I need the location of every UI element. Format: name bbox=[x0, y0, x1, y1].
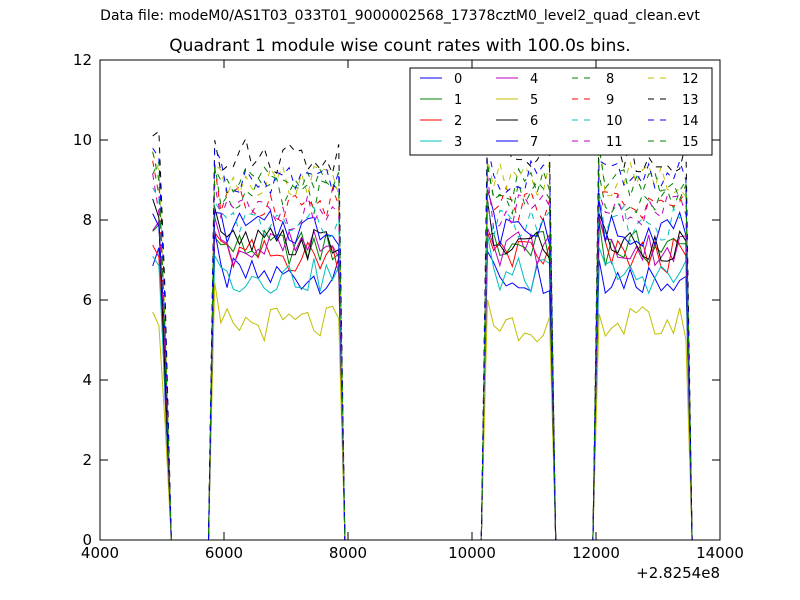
legend-label-4: 4 bbox=[530, 72, 538, 87]
legend-label-6: 6 bbox=[530, 114, 538, 129]
series-line-0 bbox=[152, 230, 693, 541]
legend-label-8: 8 bbox=[606, 72, 614, 87]
y-tick-label: 12 bbox=[73, 51, 92, 69]
x-tick-label: 6000 bbox=[205, 544, 243, 562]
legend-label-11: 11 bbox=[606, 135, 623, 150]
series-line-13 bbox=[152, 115, 693, 541]
x-tick-label: 14000 bbox=[696, 544, 744, 562]
chart-title: Quadrant 1 module wise count rates with … bbox=[169, 36, 631, 56]
legend-label-2: 2 bbox=[454, 114, 462, 129]
legend-label-5: 5 bbox=[530, 93, 538, 108]
legend-label-14: 14 bbox=[682, 114, 699, 129]
y-tick-label: 0 bbox=[82, 531, 92, 549]
series-line-4 bbox=[152, 217, 693, 541]
legend-label-9: 9 bbox=[606, 93, 614, 108]
legend-label-7: 7 bbox=[530, 135, 538, 150]
legend-label-10: 10 bbox=[606, 114, 623, 129]
series-line-1 bbox=[152, 221, 693, 541]
y-tick-label: 10 bbox=[73, 131, 92, 149]
series-layer bbox=[152, 115, 693, 541]
series-line-11 bbox=[152, 173, 693, 541]
legend-label-15: 15 bbox=[682, 135, 699, 150]
x-tick-label: 4000 bbox=[81, 544, 119, 562]
legend-label-13: 13 bbox=[682, 93, 699, 108]
x-tick-label: 8000 bbox=[329, 544, 367, 562]
series-line-3 bbox=[152, 234, 693, 541]
series-line-14 bbox=[152, 144, 693, 541]
legend-label-0: 0 bbox=[454, 72, 462, 87]
y-tick-label: 4 bbox=[82, 371, 92, 389]
y-tick-label: 6 bbox=[82, 291, 92, 309]
x-offset-label: +2.8254e8 bbox=[636, 564, 720, 582]
legend-label-1: 1 bbox=[454, 93, 462, 108]
series-line-15 bbox=[152, 146, 693, 541]
x-tick-label: 12000 bbox=[572, 544, 620, 562]
series-line-12 bbox=[152, 135, 693, 541]
legend-label-12: 12 bbox=[682, 72, 699, 87]
legend-label-3: 3 bbox=[454, 135, 462, 150]
series-line-5 bbox=[152, 282, 693, 541]
figure-suptitle: Data file: modeM0/AS1T03_033T01_90000025… bbox=[100, 8, 700, 24]
x-tick-label: 10000 bbox=[448, 544, 496, 562]
y-tick-label: 2 bbox=[82, 451, 92, 469]
y-tick-label: 8 bbox=[82, 211, 92, 229]
